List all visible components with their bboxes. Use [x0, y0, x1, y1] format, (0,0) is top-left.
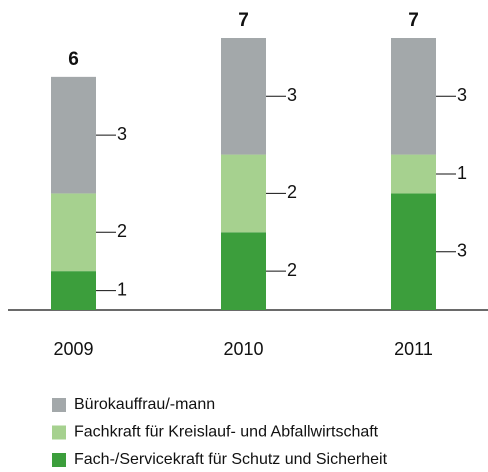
segment-label: 3 [287, 85, 297, 105]
x-tick-label: 2011 [394, 339, 433, 359]
legend-label: Bürokauffrau/-mann [74, 396, 215, 413]
bar-segment [391, 154, 436, 194]
segment-label: 1 [457, 163, 467, 183]
legend-label: Fach-/Servicekraft für Schutz und Sicher… [74, 451, 388, 468]
bar-segment [391, 38, 436, 155]
bar-segment [51, 76, 96, 194]
total-label: 6 [68, 49, 79, 70]
segment-label: 2 [287, 260, 297, 280]
segment-label: 2 [117, 221, 127, 241]
legend-swatch [52, 425, 66, 440]
legend-label: Fachkraft für Kreislauf- und Abfallwirts… [74, 424, 379, 441]
segment-label: 2 [287, 182, 297, 202]
x-tick-label: 2010 [223, 339, 263, 359]
bar-segment [221, 38, 266, 155]
bar-segment [51, 193, 96, 272]
bar-segment [221, 232, 266, 310]
bar-segment [221, 154, 266, 233]
total-label: 7 [408, 10, 419, 31]
segment-label: 3 [457, 85, 467, 105]
bar-segment [391, 193, 436, 310]
legend-swatch [52, 398, 66, 412]
segment-label: 3 [457, 240, 467, 260]
bar-segment [51, 271, 96, 310]
segment-label: 1 [117, 279, 127, 299]
legend-swatch [52, 453, 66, 467]
x-tick-label: 2009 [53, 339, 93, 359]
total-label: 7 [238, 10, 249, 31]
segment-label: 3 [117, 124, 127, 144]
